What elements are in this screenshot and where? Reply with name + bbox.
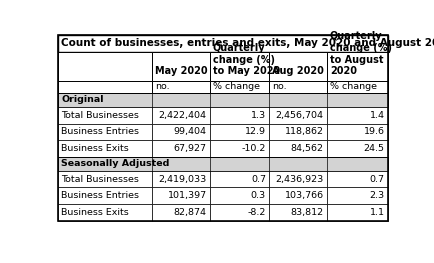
Bar [326, 188, 387, 204]
Bar [269, 140, 326, 157]
Text: 99,404: 99,404 [173, 127, 206, 136]
Text: 24.5: 24.5 [363, 144, 384, 153]
Bar [209, 140, 269, 157]
Bar [152, 52, 209, 81]
Text: % change: % change [212, 82, 259, 91]
Text: Total Businesses: Total Businesses [61, 111, 139, 120]
Text: 0.7: 0.7 [250, 175, 265, 184]
Text: 0.7: 0.7 [368, 175, 384, 184]
Text: 103,766: 103,766 [284, 191, 323, 200]
Bar [209, 204, 269, 221]
Text: 84,562: 84,562 [290, 144, 323, 153]
Bar [269, 81, 326, 93]
Bar [152, 171, 209, 188]
Text: Quarterly
change (%)
to May 2020: Quarterly change (%) to May 2020 [212, 43, 279, 76]
Bar [58, 93, 387, 107]
Text: Business Entries: Business Entries [61, 127, 139, 136]
Text: 2,419,033: 2,419,033 [158, 175, 206, 184]
Text: 12.9: 12.9 [244, 127, 265, 136]
Text: Seasonally Adjusted: Seasonally Adjusted [61, 159, 169, 168]
Text: -8.2: -8.2 [247, 208, 265, 217]
Text: 2.3: 2.3 [368, 191, 384, 200]
Text: 1.4: 1.4 [368, 111, 384, 120]
Bar [152, 188, 209, 204]
Text: Business Entries: Business Entries [61, 191, 139, 200]
Text: Original: Original [61, 95, 104, 104]
Text: 67,927: 67,927 [173, 144, 206, 153]
Bar [326, 140, 387, 157]
Bar [58, 204, 152, 221]
Bar [58, 188, 152, 204]
Bar [326, 81, 387, 93]
Bar [152, 81, 209, 93]
Bar [269, 107, 326, 124]
Bar [209, 171, 269, 188]
Text: Business Exits: Business Exits [61, 208, 129, 217]
Bar [58, 140, 152, 157]
Bar [152, 107, 209, 124]
Bar [269, 124, 326, 140]
Bar [58, 124, 152, 140]
Bar [58, 107, 152, 124]
Bar [209, 124, 269, 140]
Bar [58, 171, 152, 188]
Text: May 2020: May 2020 [155, 66, 207, 76]
Text: no.: no. [155, 82, 169, 91]
Bar [209, 81, 269, 93]
Bar [152, 124, 209, 140]
Text: 2,422,404: 2,422,404 [158, 111, 206, 120]
Bar [269, 52, 326, 81]
Bar [209, 107, 269, 124]
Text: -10.2: -10.2 [241, 144, 265, 153]
Text: Quarterly
change (%)
to August
2020: Quarterly change (%) to August 2020 [329, 31, 391, 76]
Bar [326, 204, 387, 221]
Bar [209, 188, 269, 204]
Text: Count of businesses, entries and exits, May 2020 and August 2020, Australia: Count of businesses, entries and exits, … [61, 38, 434, 48]
Text: 83,812: 83,812 [290, 208, 323, 217]
Bar [58, 81, 152, 93]
Bar [326, 124, 387, 140]
Text: Aug 2020: Aug 2020 [272, 66, 323, 76]
Text: 118,862: 118,862 [284, 127, 323, 136]
Text: 1.3: 1.3 [250, 111, 265, 120]
Bar [269, 188, 326, 204]
Text: no.: no. [272, 82, 286, 91]
Bar [58, 157, 387, 171]
Bar [269, 204, 326, 221]
Text: 101,397: 101,397 [167, 191, 206, 200]
Bar [326, 52, 387, 81]
Bar [269, 171, 326, 188]
Text: 0.3: 0.3 [250, 191, 265, 200]
Text: 82,874: 82,874 [173, 208, 206, 217]
Bar [209, 52, 269, 81]
Bar [152, 140, 209, 157]
Text: 2,456,704: 2,456,704 [275, 111, 323, 120]
Text: % change: % change [329, 82, 376, 91]
Text: Total Businesses: Total Businesses [61, 175, 139, 184]
Text: 1.1: 1.1 [368, 208, 384, 217]
Text: 19.6: 19.6 [363, 127, 384, 136]
Bar [326, 171, 387, 188]
Bar [152, 204, 209, 221]
Bar [58, 36, 387, 52]
Text: 2,436,923: 2,436,923 [275, 175, 323, 184]
Bar [326, 107, 387, 124]
Bar [58, 52, 152, 81]
Text: Business Exits: Business Exits [61, 144, 129, 153]
